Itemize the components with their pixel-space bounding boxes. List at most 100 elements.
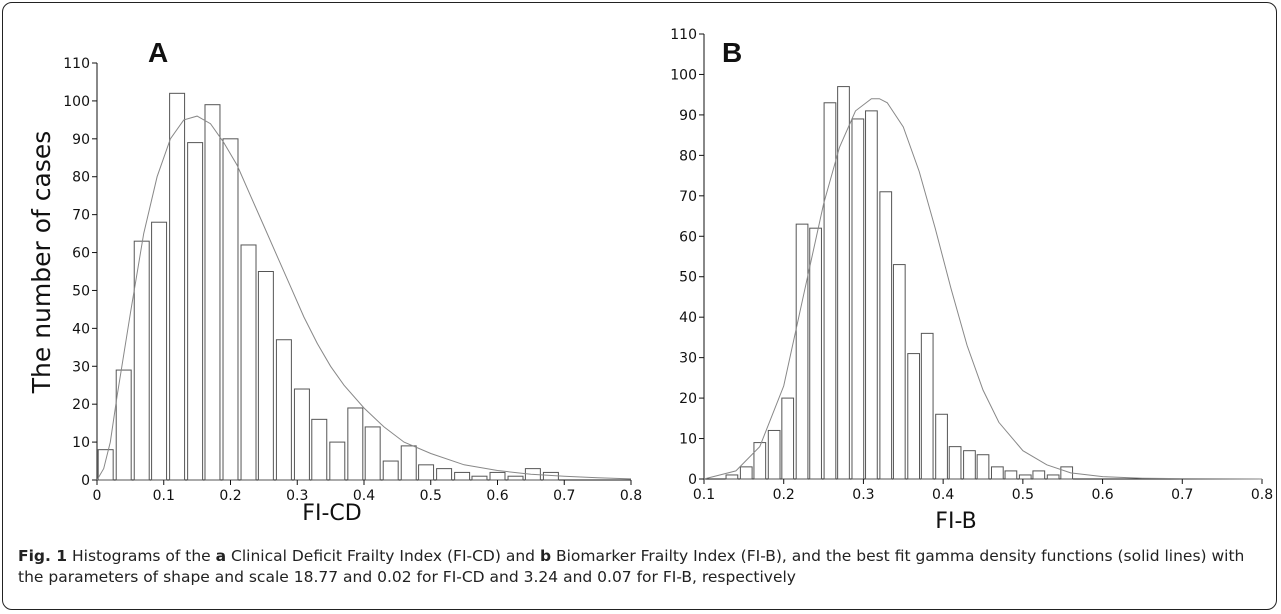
histogram-bar [879,191,893,480]
caption-panel-a-ref: a [215,547,227,565]
y-tick-label: 50 [679,270,697,286]
x-tick-label: 0.7 [553,488,575,504]
histogram-bar [907,353,921,480]
x-axis-label-a: FI-CD [302,501,361,526]
histogram-bar [382,460,399,481]
y-tick-label: 110 [63,56,90,72]
histogram-bar [935,413,948,480]
y-tick-label: 70 [679,189,697,205]
histogram-bar [948,446,962,480]
fit-curve-a [96,115,632,481]
x-tick-label: 0 [93,488,102,504]
y-tick-label: 90 [679,108,697,124]
x-tick-label: 0.1 [153,488,175,504]
histogram-bar [920,332,934,480]
x-tick-label: 0.3 [286,488,308,504]
y-tick-label: 50 [72,283,90,299]
histogram-bar [471,475,488,481]
caption-panel-b-ref: b [539,547,552,565]
y-tick-label: 60 [679,229,697,245]
histogram-bar [311,418,328,481]
caption-label: Fig. 1 [18,547,68,565]
caption-text-2: Clinical Deficit Frailty Index (FI-CD) a… [226,547,540,565]
x-tick-label: 0.6 [486,488,508,504]
histogram-bar [795,223,809,480]
y-tick-label: 20 [679,391,697,407]
x-tick-label: 0.3 [852,487,874,503]
histogram-bar [240,244,257,481]
y-tick-label: 100 [670,67,697,83]
y-tick-label: 0 [81,473,90,489]
histogram-bar [151,221,168,481]
histogram-bar [436,468,453,481]
y-tick-label: 80 [72,170,90,186]
histogram-bar [418,464,435,481]
y-tick-label: 110 [670,27,697,43]
histogram-bar [823,102,837,480]
histogram-bar [222,138,239,481]
ticks-a: 0 10 20 30 40 50 60 70 80 90 100 110 0 0.1 0.2 0.3 0.4 0.… [63,56,642,504]
y-tick-label: 10 [679,432,697,448]
x-tick-label: 0.2 [773,487,795,503]
x-axis-label-b: FI-B [935,509,976,534]
y-tick-label: 70 [72,208,90,224]
x-tick-label: 0.5 [420,488,442,504]
histogram-bar [851,118,865,480]
histogram-bar [489,471,506,481]
y-tick-label: 30 [72,359,90,375]
histogram-bar [1018,474,1032,480]
x-tick-label: 0.4 [932,487,954,503]
panel-label-b: B [722,37,742,68]
histogram-bar [1004,470,1018,480]
histogram-bar [837,86,850,480]
y-tick-label: 0 [688,472,697,488]
y-tick-label: 10 [72,435,90,451]
y-tick-label: 40 [72,321,90,337]
histogram-bar [115,369,132,481]
histogram-bar [454,471,471,481]
histogram-bar [781,397,795,480]
figure-caption: Fig. 1 Histograms of the a Clinical Defi… [18,546,1263,588]
x-tick-label: 0.7 [1171,487,1193,503]
histogram-bar [809,227,822,480]
y-axis-label: The number of cases [27,131,56,395]
y-tick-label: 100 [63,94,90,110]
x-tick-label: 0.8 [620,488,642,504]
histogram-bar [865,110,878,480]
x-tick-label: 0.5 [1012,487,1034,503]
histogram-bar [187,142,204,481]
caption-text-3: Biomarker Frailty Index (FI-B), and the … [18,547,1245,586]
caption-text-1: Histograms of the [67,547,216,565]
histogram-bar [257,271,274,481]
histogram-bar [275,339,292,481]
x-tick-label: 0.6 [1091,487,1113,503]
histogram-bar [204,104,221,481]
histogram-bar [963,450,976,480]
figure-canvas: The number of cases A 0 10 20 30 40 50 60 70 80 9… [27,27,1273,534]
histogram-bar [990,466,1004,480]
y-tick-label: 60 [72,246,90,262]
bars-b [725,86,1074,480]
bars-a [97,92,559,481]
histogram-bar [976,454,990,480]
histogram-bar [169,92,186,481]
x-tick-label: 0.1 [693,487,715,503]
x-tick-label: 0.4 [353,488,375,504]
panel-a: A 0 10 20 30 40 50 60 70 80 90 100 110 0 0.1 0.2 0.3 0.4… [63,37,642,526]
histogram-bar [347,407,364,481]
histogram-bar [133,240,150,481]
histogram-bar [725,474,739,480]
histogram-bar [364,426,381,481]
histogram-bar [97,449,114,481]
histogram-bar [739,466,753,480]
panel-label-a: A [148,37,168,68]
x-tick-label: 0.8 [1251,487,1273,503]
histogram-bar [767,429,781,480]
histogram-bar [507,475,524,481]
histogram-bar [1032,470,1046,480]
y-tick-label: 90 [72,132,90,148]
histogram-bar [1046,474,1060,480]
histogram-bar [753,442,767,480]
